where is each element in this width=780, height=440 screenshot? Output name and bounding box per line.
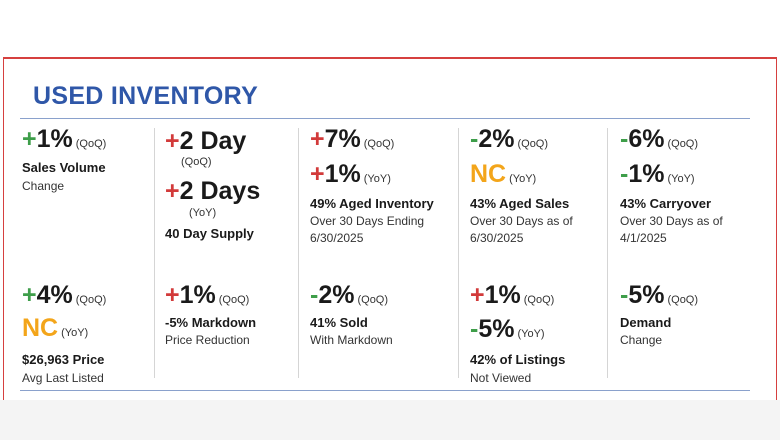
page-title: USED INVENTORY [33, 82, 259, 110]
aged-inventory-label: 49% Aged Inventory [310, 196, 434, 211]
aged-inventory-yoy: +1% (YoY) [310, 160, 391, 188]
sales-volume-label: Sales Volume [22, 160, 106, 175]
demand-qoq: -5% (QoQ) [620, 281, 699, 309]
aged-sales-sub: Over 30 Days as of 6/30/2025 [470, 214, 573, 245]
aged-sales-label: 43% Aged Sales [470, 196, 570, 211]
aged-inventory-qoq: +7% (QoQ) [310, 125, 395, 153]
inventory-panel-frame [3, 57, 777, 404]
markdown-label: -5% Markdown [165, 315, 257, 330]
day-supply-qoq: +2 Day [165, 127, 247, 155]
listings-sub: Not Viewed [470, 371, 532, 385]
bottom-band [0, 400, 780, 440]
bottom-divider [20, 390, 750, 391]
demand-sub: Change [620, 333, 663, 347]
sales-volume-qoq: +1% (QoQ) [22, 125, 107, 153]
title-divider [20, 118, 750, 119]
column-divider [607, 128, 608, 378]
listings-yoy: -5% (YoY) [470, 315, 545, 343]
day-supply-label: 40 Day Supply [165, 226, 254, 241]
listings-label: 42% of Listings [470, 352, 566, 367]
column-divider [298, 128, 299, 378]
markdown-qoq: +1% (QoQ) [165, 281, 250, 309]
price-label: $26,963 Price [22, 352, 105, 367]
sold-markdown-qoq: -2% (QoQ) [310, 281, 389, 309]
price-qoq: +4% (QoQ) [22, 281, 107, 309]
listings-qoq: +1% (QoQ) [470, 281, 555, 309]
aged-inventory-sub: Over 30 Days Ending 6/30/2025 [310, 214, 425, 245]
day-supply-yoy-unit: (YoY) [189, 207, 217, 219]
sold-markdown-label: 41% Sold [310, 315, 368, 330]
markdown-sub: Price Reduction [165, 333, 250, 347]
aged-sales-yoy: NC (YoY) [470, 160, 537, 188]
day-supply-qoq-unit: (QoQ) [181, 156, 212, 168]
column-divider [458, 128, 459, 378]
price-sub: Avg Last Listed [22, 371, 104, 385]
carryover-label: 43% Carryover [620, 196, 712, 211]
price-yoy: NC (YoY) [22, 314, 89, 342]
carryover-sub: Over 30 Days as of 4/1/2025 [620, 214, 723, 245]
carryover-yoy: -1% (YoY) [620, 160, 695, 188]
aged-sales-qoq: -2% (QoQ) [470, 125, 549, 153]
carryover-qoq: -6% (QoQ) [620, 125, 699, 153]
sales-volume-sub: Change [22, 179, 65, 193]
demand-label: Demand [620, 315, 672, 330]
column-divider [154, 128, 155, 378]
day-supply-yoy: +2 Days [165, 177, 261, 205]
sold-markdown-sub: With Markdown [310, 333, 393, 347]
